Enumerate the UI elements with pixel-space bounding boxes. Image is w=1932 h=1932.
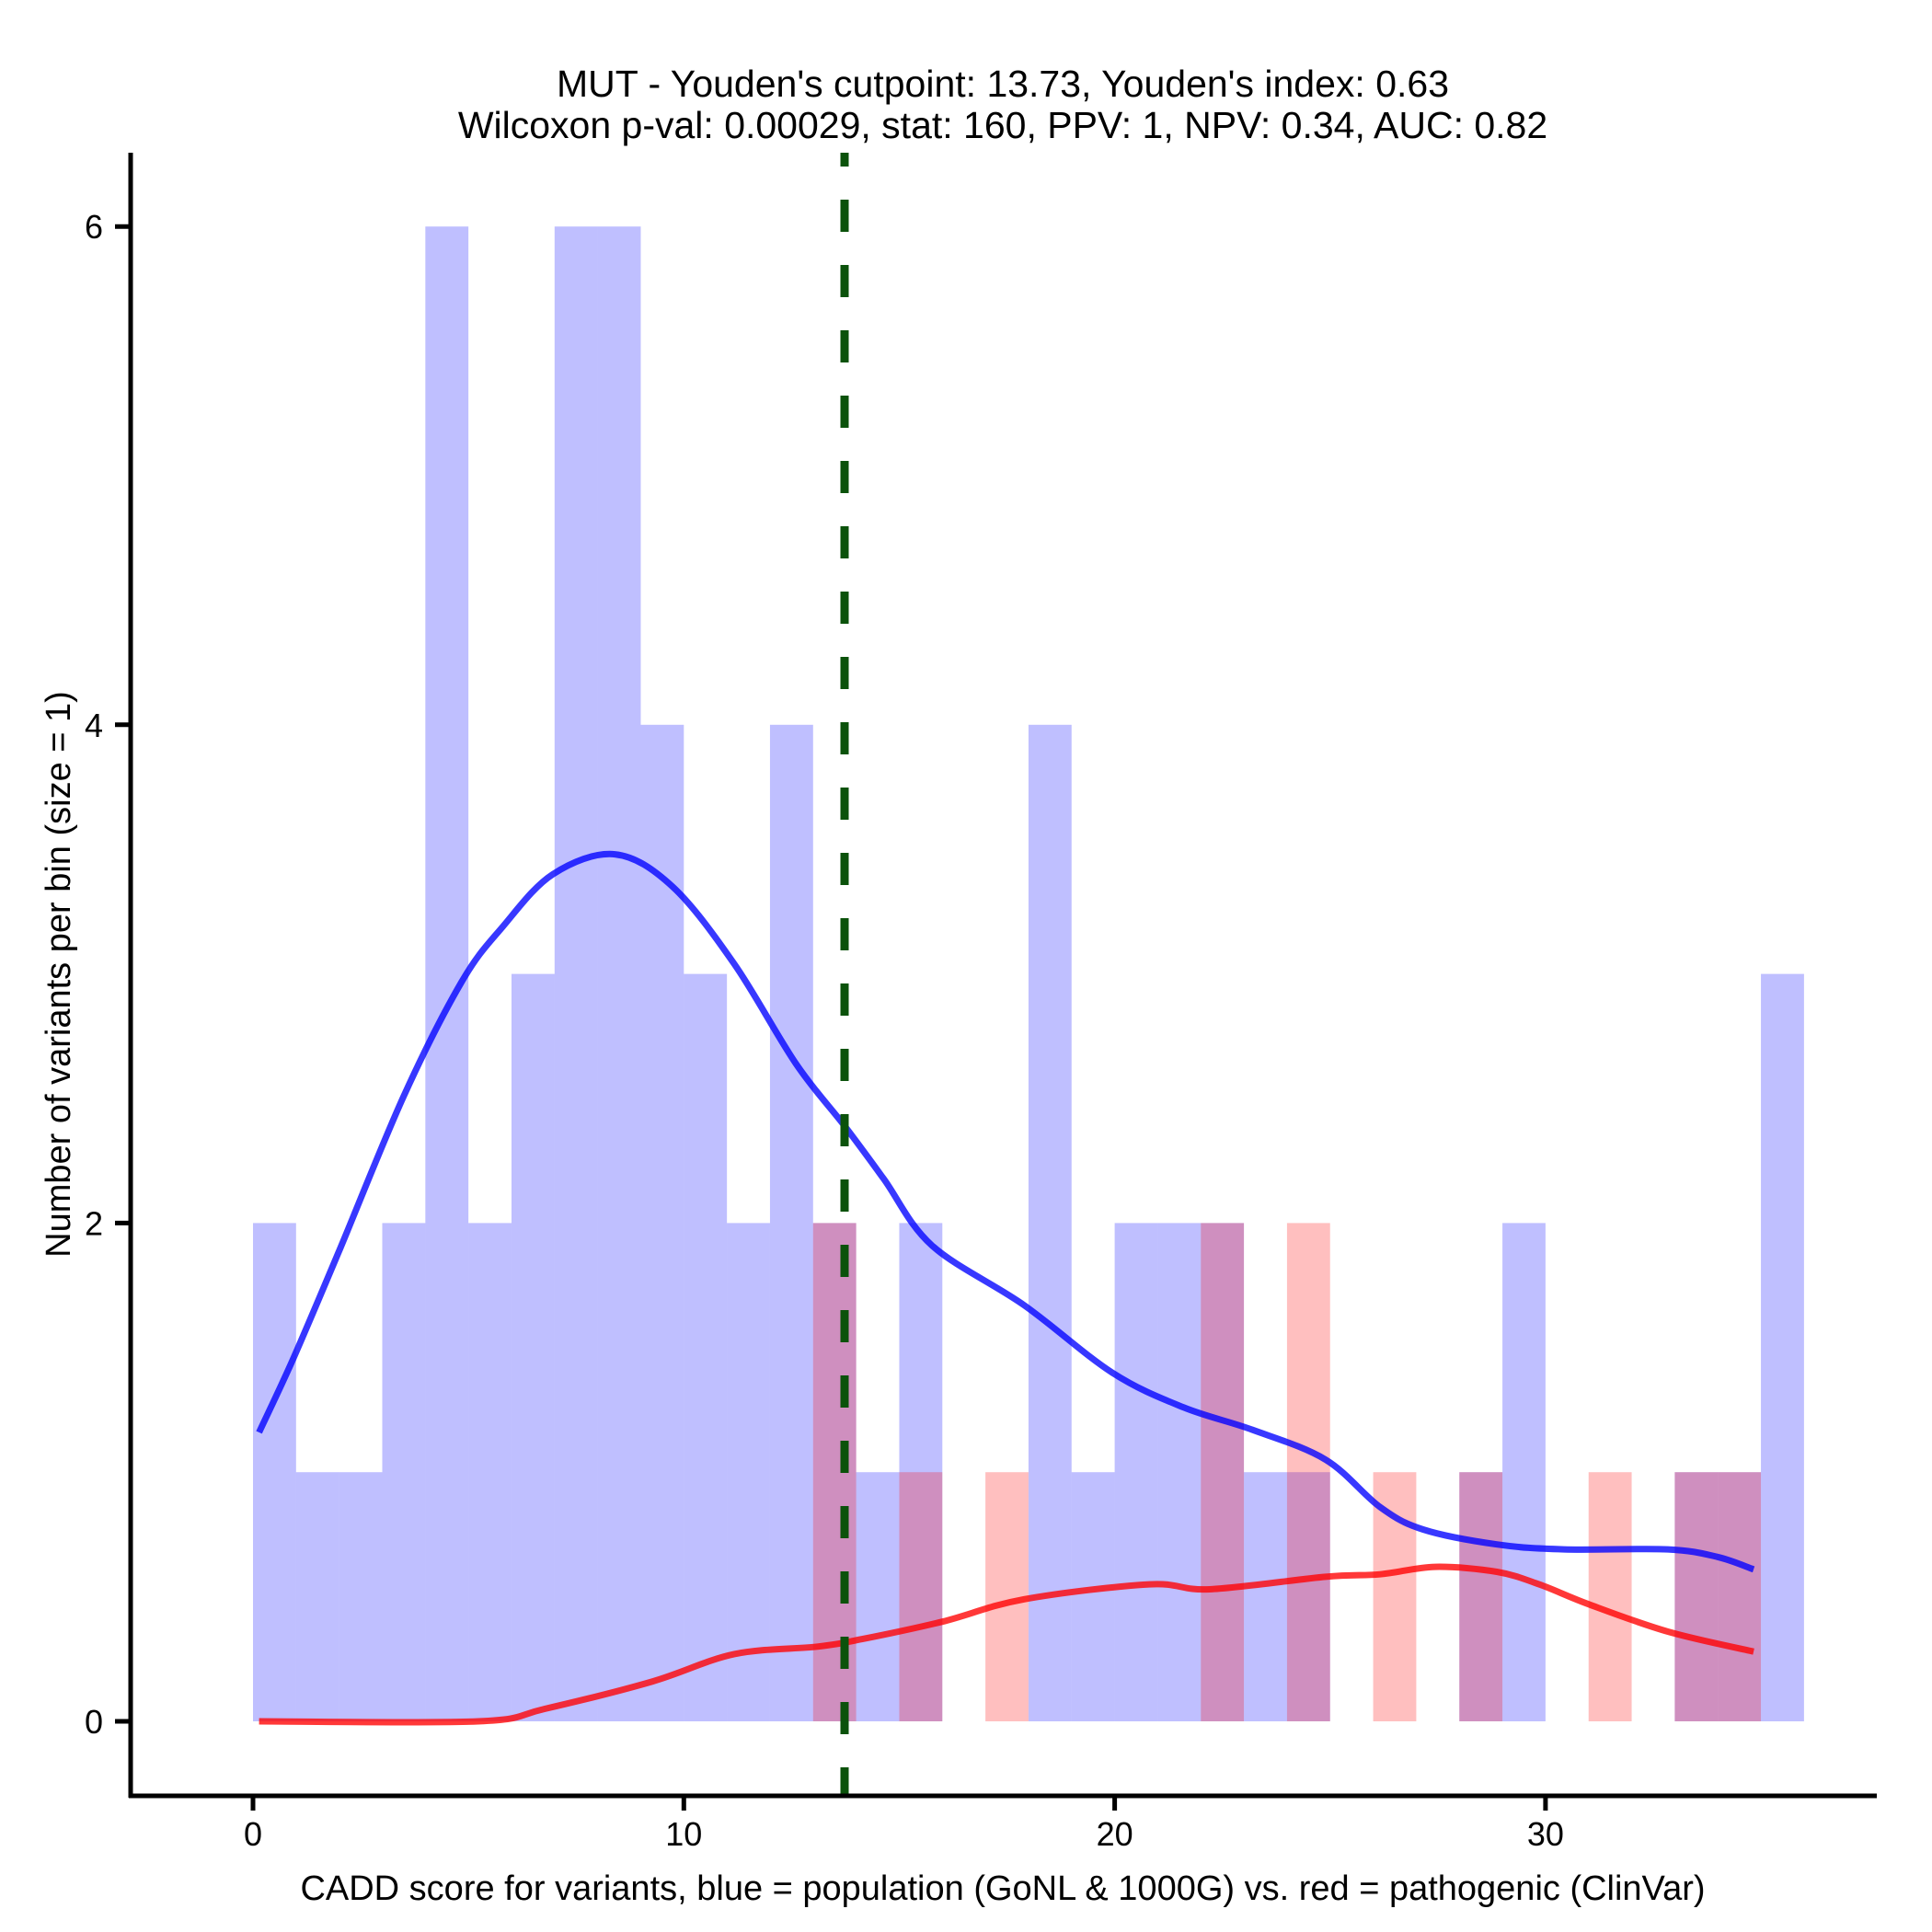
y-tick-label: 2 [85, 1204, 103, 1242]
population-bar [425, 226, 469, 1722]
pathogenic-bar [1286, 1223, 1330, 1721]
population-bar [1244, 1472, 1287, 1721]
population-bar [1286, 1472, 1330, 1721]
title-line-1: MUT - Youden's cutpoint: 13.73, Youden's… [557, 63, 1449, 105]
y-tick-label: 4 [85, 707, 103, 744]
y-tick-label: 6 [85, 208, 103, 246]
population-bar [769, 724, 813, 1721]
pathogenic-bar [1674, 1472, 1719, 1721]
population-bar [1502, 1223, 1546, 1721]
population-bar [468, 1223, 512, 1721]
population-bar [1071, 1472, 1115, 1721]
x-tick-label: 30 [1527, 1815, 1564, 1853]
population-density-line [256, 850, 1755, 1573]
population-bar [1674, 1472, 1719, 1721]
density-lines [256, 850, 1755, 1726]
pathogenic-bar [812, 1223, 857, 1721]
population-bar [339, 1472, 383, 1721]
pathogenic-bar [1201, 1223, 1245, 1721]
pathogenic-bar [1459, 1472, 1503, 1721]
pathogenic-bar [899, 1472, 943, 1721]
x-tick-label: 10 [665, 1815, 702, 1853]
population-bar [899, 1223, 943, 1721]
population-bar [1201, 1223, 1245, 1721]
population-bar [295, 1472, 339, 1721]
population-bar [253, 1223, 296, 1721]
y-axis-label: Number of variants per bin (size = 1) [40, 691, 78, 1258]
population-bars [253, 226, 1804, 1722]
population-bar [856, 1472, 900, 1721]
population-bar [727, 1223, 770, 1721]
title-line-2: Wilcoxon p-val: 0.00029, stat: 160, PPV:… [458, 104, 1547, 146]
population-bar [511, 973, 555, 1721]
population-bar [554, 226, 598, 1722]
population-bar [684, 973, 728, 1721]
x-tick-label: 20 [1097, 1815, 1133, 1853]
population-bar [1459, 1472, 1503, 1721]
x-axis-ticks: 0 10 20 30 [244, 1796, 1564, 1853]
pathogenic-bar [1588, 1472, 1632, 1721]
population-bar [1761, 973, 1804, 1721]
chart-title: MUT - Youden's cutpoint: 13.73, Youden's… [458, 63, 1547, 146]
population-bar [1157, 1223, 1202, 1721]
population-bar [1718, 1472, 1762, 1721]
axes [128, 153, 1877, 1799]
x-tick-label: 0 [244, 1815, 262, 1853]
y-tick-label: 0 [85, 1703, 103, 1741]
population-bar [1114, 1223, 1158, 1721]
y-axis-ticks: 0 2 4 6 [85, 208, 131, 1741]
pathogenic-bars [812, 1223, 1762, 1721]
x-axis-label: CADD score for variants, blue = populati… [300, 1869, 1705, 1908]
pathogenic-bar [1718, 1472, 1762, 1721]
population-bar [812, 1223, 857, 1721]
population-bar [1028, 724, 1072, 1721]
population-bar [382, 1223, 426, 1721]
pathogenic-density-line [259, 1563, 1754, 1726]
population-bar [597, 226, 641, 1722]
